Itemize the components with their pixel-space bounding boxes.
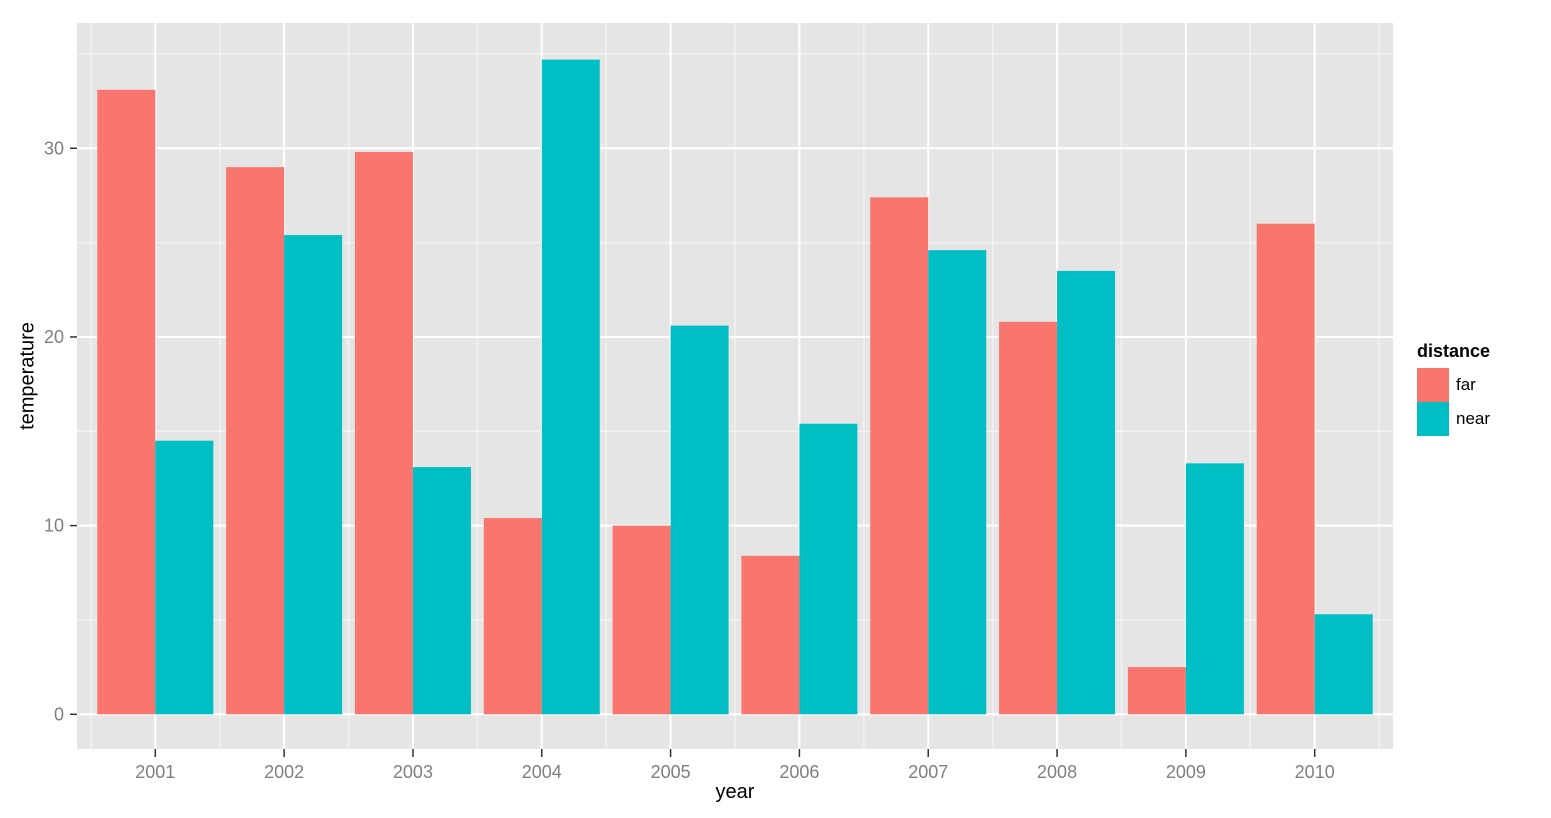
bar-near-2005 bbox=[670, 325, 729, 715]
legend-swatch-near bbox=[1417, 402, 1449, 436]
bar-near-2007 bbox=[928, 250, 987, 715]
legend-item-near: near bbox=[1417, 402, 1490, 436]
bar-far-2001 bbox=[97, 89, 156, 715]
legend-label-far: far bbox=[1456, 375, 1476, 394]
bar-far-2005 bbox=[612, 525, 671, 715]
y-tick-label: 30 bbox=[44, 138, 64, 158]
y-tick-label: 20 bbox=[44, 327, 64, 347]
legend: distance far near bbox=[1417, 341, 1490, 436]
bar-near-2003 bbox=[412, 467, 471, 715]
bar-far-2006 bbox=[741, 555, 800, 715]
x-tick-label: 2002 bbox=[264, 762, 304, 782]
x-tick-label: 2009 bbox=[1166, 762, 1206, 782]
x-tick-label: 2001 bbox=[135, 762, 175, 782]
bar-far-2003 bbox=[354, 152, 413, 715]
x-tick-label: 2008 bbox=[1037, 762, 1077, 782]
x-tick-label: 2007 bbox=[908, 762, 948, 782]
legend-title: distance bbox=[1417, 341, 1491, 361]
x-tick-label: 2003 bbox=[393, 762, 433, 782]
bar-far-2009 bbox=[1127, 667, 1186, 715]
x-tick-label: 2010 bbox=[1295, 762, 1335, 782]
x-tick-label: 2004 bbox=[522, 762, 562, 782]
bar-near-2004 bbox=[541, 59, 600, 715]
x-axis-title: year bbox=[715, 781, 755, 803]
y-tick-label: 0 bbox=[54, 704, 64, 724]
legend-item-far: far bbox=[1417, 368, 1490, 402]
bar-far-2002 bbox=[226, 167, 285, 715]
bar-near-2008 bbox=[1057, 270, 1116, 715]
y-axis-title: temperature bbox=[16, 322, 39, 430]
bar-far-2008 bbox=[999, 321, 1058, 715]
bar-far-2007 bbox=[870, 197, 929, 715]
bar-near-2001 bbox=[155, 440, 214, 715]
bar-near-2002 bbox=[284, 235, 343, 715]
legend-swatch-far bbox=[1417, 368, 1449, 402]
bar-far-2004 bbox=[483, 518, 542, 715]
y-tick-label: 10 bbox=[44, 516, 64, 536]
bar-near-2009 bbox=[1185, 463, 1244, 715]
x-tick-label: 2006 bbox=[779, 762, 819, 782]
legend-label-near: near bbox=[1456, 409, 1491, 428]
bar-far-2010 bbox=[1256, 223, 1315, 715]
bar-near-2006 bbox=[799, 423, 858, 715]
x-tick-label: 2005 bbox=[651, 762, 691, 782]
bar-near-2010 bbox=[1314, 614, 1373, 715]
